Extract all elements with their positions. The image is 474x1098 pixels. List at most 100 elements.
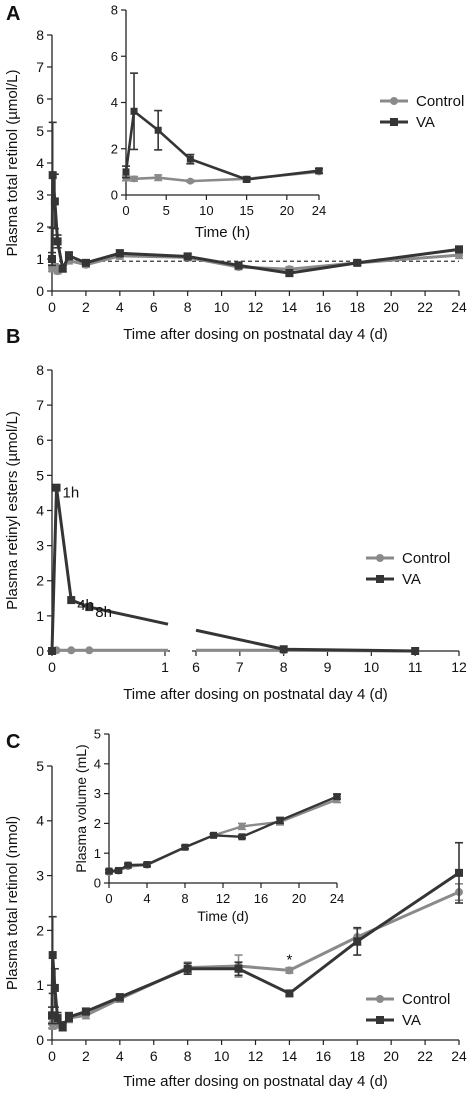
a-inset-x-tick-label: 24 <box>312 203 326 218</box>
b-point-va <box>48 647 56 655</box>
c-inset-x-tick-label: 0 <box>105 891 112 906</box>
a-inset-x-tick-label: 20 <box>280 203 294 218</box>
b-x-tick-label: 9 <box>324 659 332 675</box>
a-inset-y-tick-label: 0 <box>111 188 118 203</box>
c-x-tick-label: 6 <box>150 1048 158 1064</box>
a-inset-point-control <box>154 174 162 182</box>
a-y-tick-label: 2 <box>36 219 44 235</box>
a-inset-legend-marker-control <box>390 97 398 105</box>
a-y-tick-label: 5 <box>36 123 44 139</box>
c-x-axis-title: Time after dosing on postnatal day 4 (d) <box>123 1073 388 1090</box>
c-x-tick-label: 8 <box>184 1048 192 1064</box>
c-point-va <box>53 1014 62 1023</box>
a-point-va <box>455 245 463 254</box>
c-inset-x-tick-label: 16 <box>254 891 268 906</box>
c-inset-point-control <box>238 822 246 830</box>
c-y-tick-label: 4 <box>36 813 44 829</box>
a-inset-y-tick-label: 8 <box>111 3 118 18</box>
c-inset-y-tick-label: 0 <box>94 876 101 891</box>
b-y-axis-title: Plasma retinyl esters (µmol/L) <box>4 411 21 610</box>
c-annotation: * <box>286 951 292 968</box>
a-inset-legend-marker-va <box>390 118 398 126</box>
panel-b-letter: B <box>6 326 20 348</box>
a-inset-x-tick-label: 10 <box>199 203 213 218</box>
a-inset-series-line-va <box>124 108 320 181</box>
a-inset-point-va <box>186 155 194 163</box>
a-x-tick-label: 14 <box>282 299 298 315</box>
c-inset-point-va <box>105 867 113 875</box>
c-x-tick-label: 24 <box>451 1048 467 1064</box>
c-inset-point-va <box>333 793 341 801</box>
c-inset-y-tick-label: 5 <box>94 727 101 742</box>
c-inset-point-va <box>124 861 132 869</box>
a-point-va <box>234 261 243 270</box>
c-x-tick-label: 22 <box>417 1048 433 1064</box>
b-point-va <box>279 645 288 654</box>
c-x-tick-label: 16 <box>316 1048 332 1064</box>
b-x-axis-title: Time after dosing on postnatal day 4 (d) <box>123 686 388 703</box>
a-x-tick-label: 10 <box>214 299 230 315</box>
b-x-tick-label: 10 <box>364 659 380 675</box>
b-annotation: 1h <box>63 485 80 502</box>
a-x-tick-label: 16 <box>316 299 332 315</box>
c-inset-y-tick-label: 3 <box>94 786 101 801</box>
a-point-va <box>183 252 192 261</box>
a-point-va <box>50 197 59 206</box>
a-point-va <box>58 264 67 273</box>
c-x-tick-label: 4 <box>116 1048 124 1064</box>
a-inset-legend-label-va: VA <box>416 114 435 131</box>
c-y-tick-label: 3 <box>36 868 44 884</box>
a-point-va <box>53 237 62 246</box>
b-point-va <box>67 596 76 605</box>
c-y-tick-label: 5 <box>36 758 44 774</box>
c-inset-point-va <box>115 866 122 874</box>
a-y-axis-title: Plasma total retinol (µmol/L) <box>4 69 21 256</box>
c-legend-label-va: VA <box>402 1012 421 1029</box>
c-inset-y-tick-label: 4 <box>94 756 101 771</box>
a-inset-point-va <box>122 168 130 176</box>
a-y-tick-label: 4 <box>36 155 44 171</box>
c-point-va <box>455 868 463 877</box>
c-point-va <box>64 1012 73 1021</box>
c-inset-point-va <box>238 833 246 841</box>
c-inset-x-tick-label: 24 <box>330 891 344 906</box>
b-legend-marker-va <box>376 575 384 583</box>
a-inset-x-tick-label: 15 <box>239 203 253 218</box>
a-x-tick-label: 22 <box>417 299 433 315</box>
b-x-tick-label: 0 <box>48 659 56 675</box>
a-x-tick-label: 8 <box>184 299 192 315</box>
a-x-tick-label: 12 <box>248 299 264 315</box>
c-x-tick-label: 0 <box>48 1048 56 1064</box>
b-y-tick-label: 2 <box>36 573 44 589</box>
b-x-tick-label: 11 <box>408 659 423 675</box>
c-inset-point-va <box>143 861 151 869</box>
b-y-tick-label: 7 <box>36 397 44 413</box>
a-inset-point-va <box>154 126 162 134</box>
c-inset-x-tick-label: 8 <box>181 891 188 906</box>
c-legend-marker-va <box>376 1016 384 1024</box>
b-y-tick-label: 0 <box>36 643 44 659</box>
c-point-va <box>50 983 59 992</box>
b-y-tick-label: 8 <box>36 362 44 378</box>
b-y-tick-label: 3 <box>36 538 44 554</box>
c-point-va <box>81 1007 90 1016</box>
a-x-tick-label: 4 <box>116 299 124 315</box>
c-legend-marker-control <box>376 995 384 1003</box>
a-y-tick-label: 6 <box>36 91 44 107</box>
b-x-tick-label: 1 <box>161 659 169 675</box>
c-point-va <box>58 1022 67 1031</box>
c-inset-x-axis-title: Time (d) <box>197 908 249 924</box>
a-inset-x-tick-label: 0 <box>122 203 129 218</box>
a-x-tick-label: 2 <box>82 299 90 315</box>
a-inset-point-va <box>243 176 251 184</box>
a-x-tick-label: 18 <box>349 299 365 315</box>
b-annotation: 8h <box>95 604 112 621</box>
c-inset-series-line-va <box>108 795 338 873</box>
b-series-line-va <box>50 487 169 652</box>
b-point-control <box>67 646 76 655</box>
b-series-line-va <box>195 628 416 653</box>
